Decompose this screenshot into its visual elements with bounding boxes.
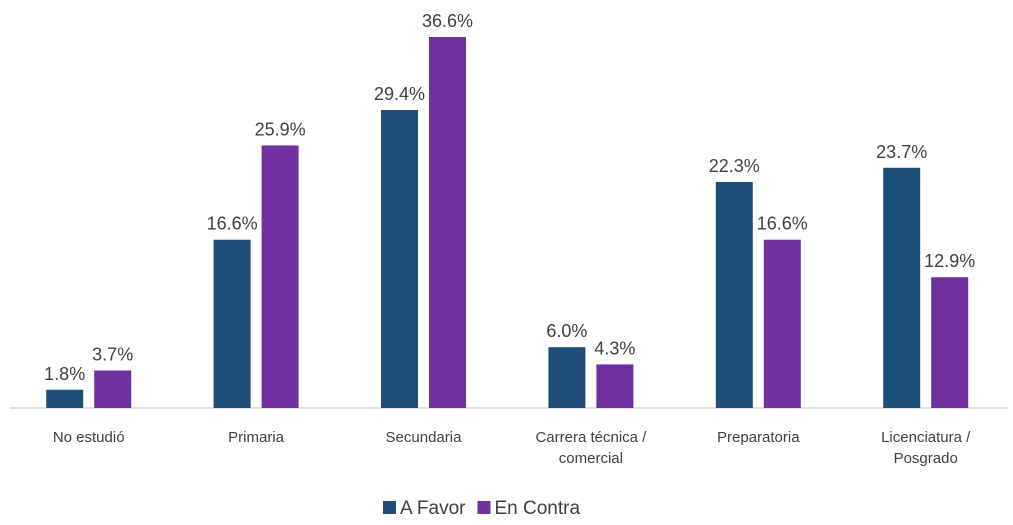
x-tick-label: Licenciatura / Posgrado bbox=[881, 429, 971, 467]
data-label: 4.3% bbox=[594, 338, 635, 358]
data-label: 25.9% bbox=[255, 119, 306, 139]
bar bbox=[883, 167, 921, 408]
data-label: 23.7% bbox=[876, 142, 927, 162]
data-label: 12.9% bbox=[924, 251, 975, 271]
x-tick-label: No estudió bbox=[52, 429, 125, 446]
data-label: 36.6% bbox=[422, 11, 473, 31]
x-tick-label: Preparatoria bbox=[717, 429, 800, 446]
x-tick-label: Primaria bbox=[228, 429, 285, 446]
bar bbox=[429, 37, 466, 408]
bar bbox=[931, 277, 969, 408]
bar bbox=[763, 239, 801, 408]
bar bbox=[548, 347, 586, 408]
data-label: 1.8% bbox=[44, 364, 85, 384]
bar bbox=[46, 389, 84, 408]
legend-swatch bbox=[383, 501, 396, 514]
bar bbox=[596, 364, 634, 408]
x-tick-label: Carrera técnica / comercial bbox=[535, 429, 647, 467]
legend-swatch bbox=[477, 501, 491, 514]
x-tick-label: Secundaria bbox=[385, 429, 462, 446]
bar bbox=[261, 145, 299, 409]
data-label: 3.7% bbox=[92, 344, 133, 364]
legend-label: En Contra bbox=[494, 498, 580, 519]
data-label: 6.0% bbox=[546, 321, 587, 341]
bar bbox=[381, 109, 418, 408]
data-label: 22.3% bbox=[709, 156, 760, 176]
data-label: 29.4% bbox=[374, 84, 425, 104]
data-label: 16.6% bbox=[757, 214, 808, 234]
legend-label: A Favor bbox=[400, 498, 466, 519]
bar bbox=[715, 181, 753, 408]
data-label: 16.6% bbox=[207, 214, 258, 234]
bar bbox=[213, 239, 251, 408]
bar bbox=[94, 370, 132, 408]
